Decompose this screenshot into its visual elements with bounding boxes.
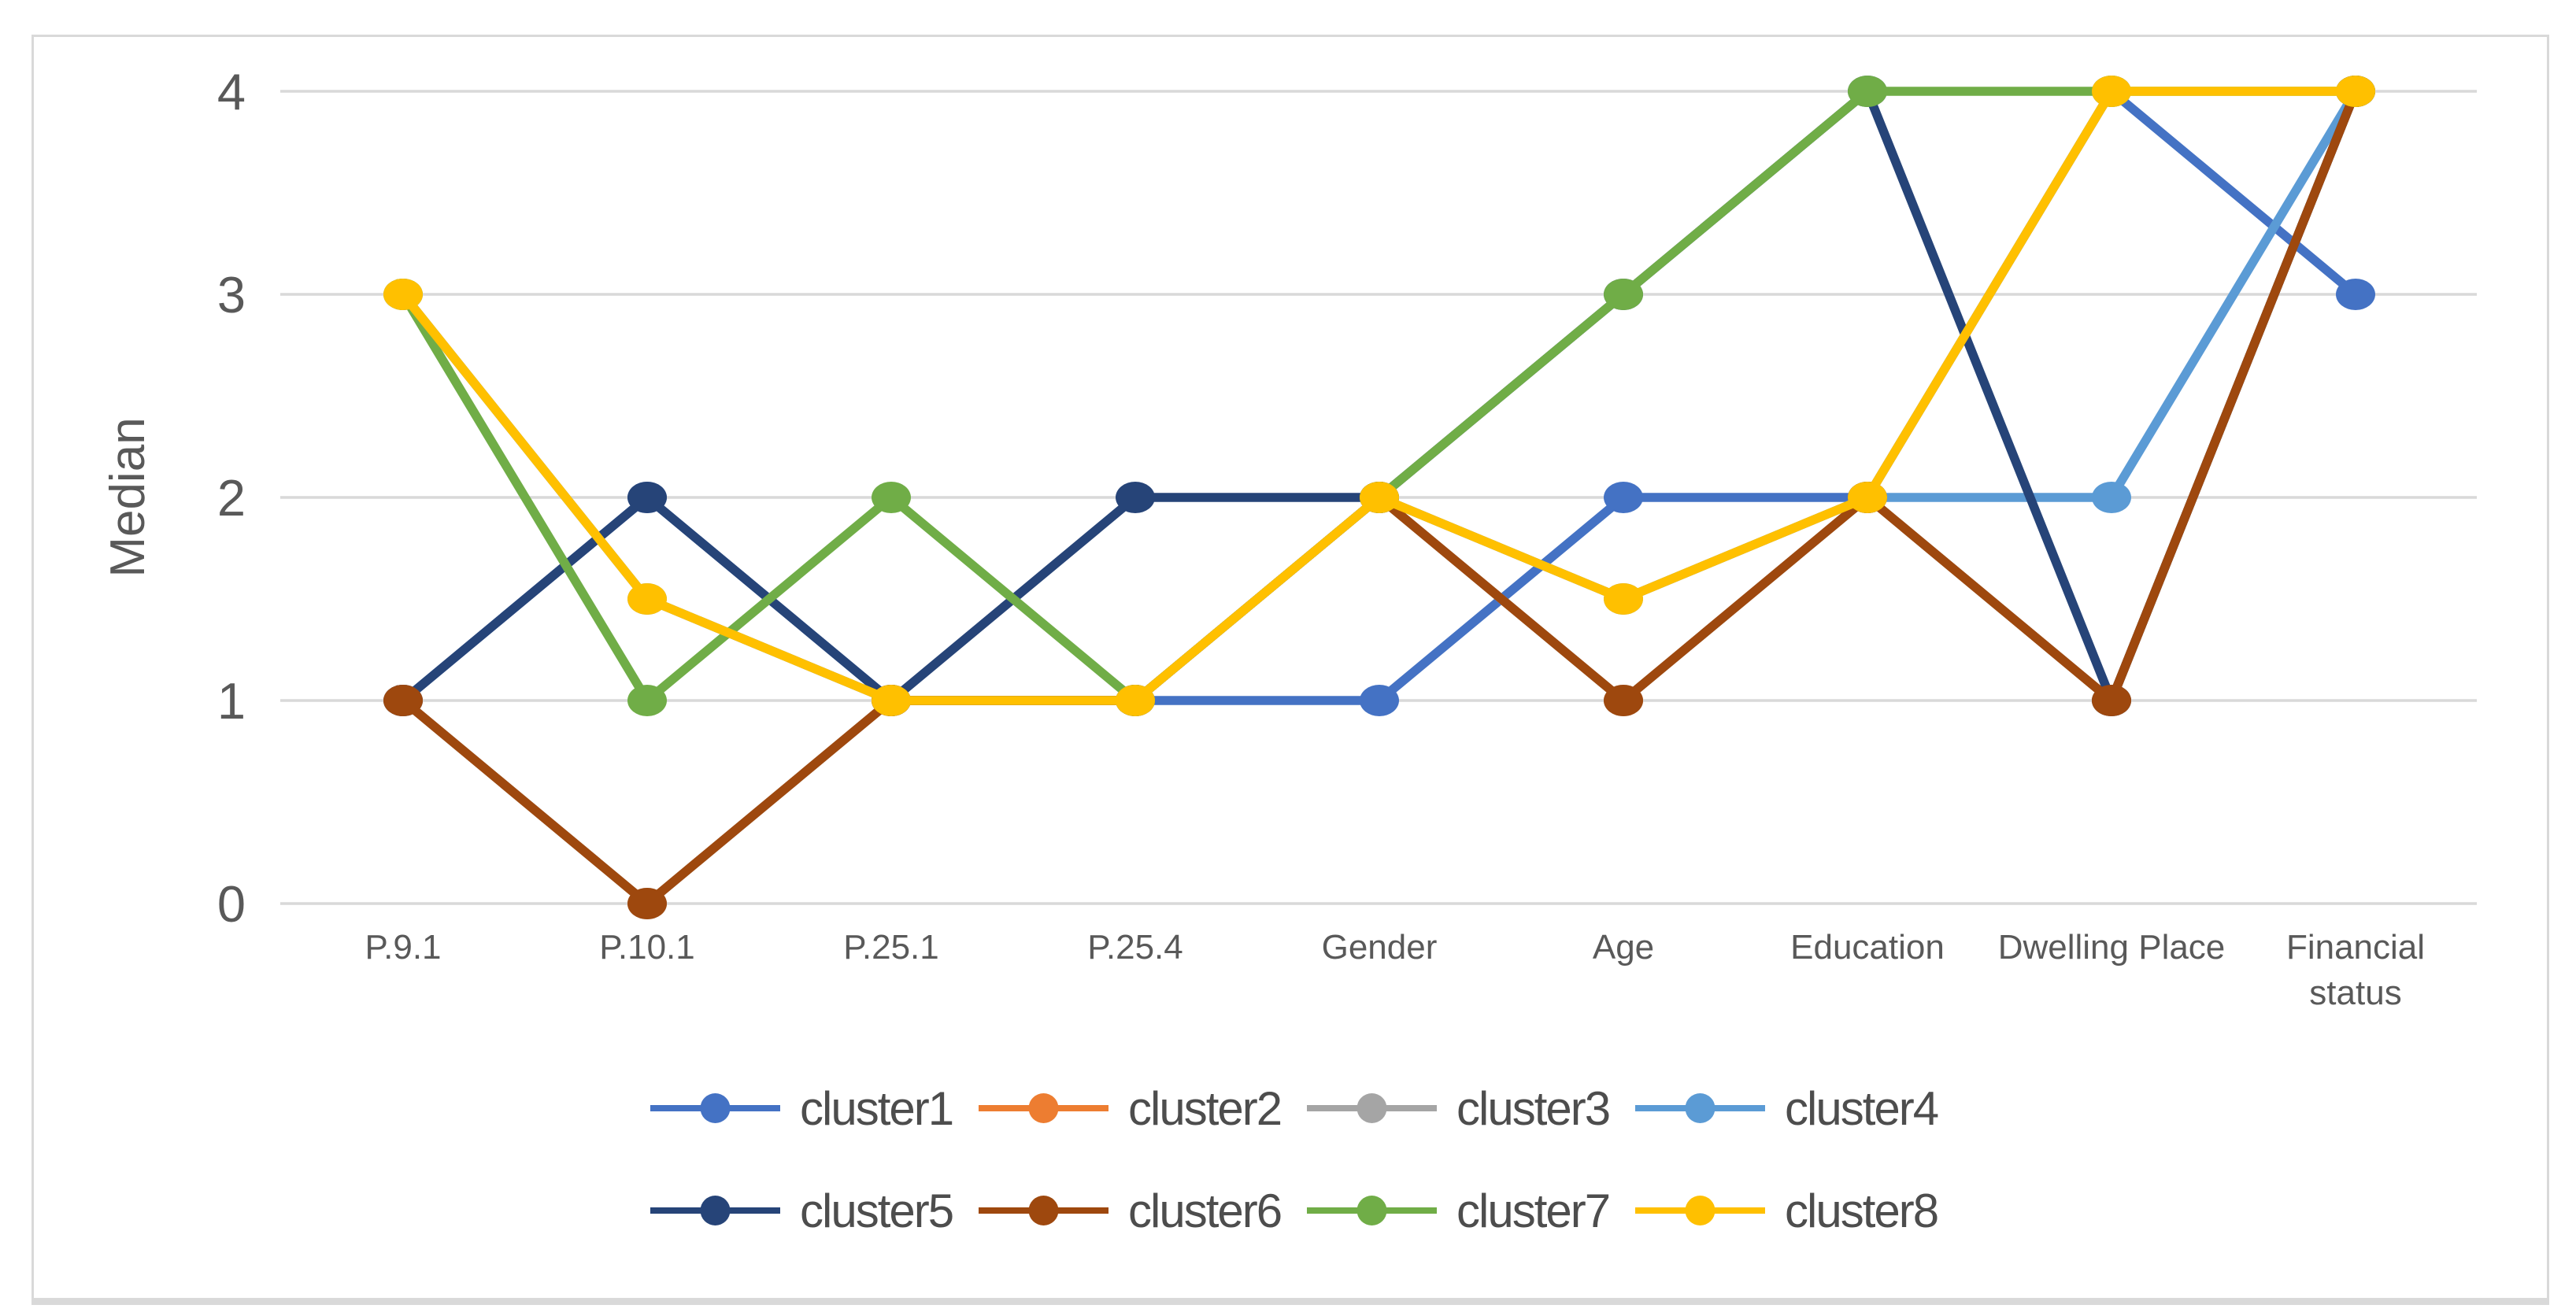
- legend-marker-cluster2: [1028, 1093, 1059, 1123]
- series-marker-cluster8: [627, 583, 667, 615]
- series-marker-cluster7: [627, 685, 667, 716]
- legend-marker-cluster8: [1685, 1196, 1715, 1225]
- x-category-label: Education: [1790, 928, 1945, 967]
- x-category-label: Dwelling Place: [1998, 928, 2226, 967]
- x-category-label: P.25.4: [1087, 928, 1183, 967]
- x-category-label: Financial: [2286, 928, 2425, 967]
- series-marker-cluster8: [1116, 685, 1155, 716]
- series-line-cluster8: [398, 87, 2360, 705]
- series-marker-cluster7: [1604, 279, 1643, 310]
- legend-marker-cluster1: [700, 1093, 731, 1123]
- y-tick-label: 1: [217, 672, 246, 730]
- x-category-label: P.25.1: [843, 928, 939, 967]
- legend-label-cluster4: cluster4: [1785, 1082, 1938, 1135]
- series-marker-cluster8: [383, 279, 423, 310]
- y-tick-label: 2: [217, 469, 246, 527]
- y-axis-title: Median: [101, 417, 155, 577]
- legend-label-cluster3: cluster3: [1456, 1082, 1609, 1135]
- x-category-label: P.10.1: [599, 928, 695, 967]
- series-marker-cluster4: [2092, 482, 2131, 513]
- series-line-cluster1: [398, 87, 2360, 705]
- chart-frame: [31, 35, 2549, 1305]
- series-marker-cluster1: [1604, 482, 1643, 513]
- legend-label-cluster6: cluster6: [1128, 1185, 1281, 1237]
- series-line-cluster4: [398, 87, 2360, 705]
- series-line-cluster5: [398, 87, 2360, 705]
- legend-label-cluster7: cluster7: [1456, 1185, 1609, 1237]
- series-marker-cluster8: [1604, 583, 1643, 615]
- y-tick-label: 4: [217, 63, 246, 120]
- legend-marker-cluster4: [1685, 1093, 1715, 1123]
- legend-marker-cluster3: [1356, 1093, 1387, 1123]
- y-tick-label: 3: [217, 266, 246, 323]
- legend-label-cluster2: cluster2: [1128, 1082, 1281, 1135]
- series-marker-cluster1: [2336, 279, 2375, 310]
- series-marker-cluster8: [2336, 76, 2375, 107]
- series-marker-cluster1: [1360, 685, 1399, 716]
- x-category-label: Gender: [1322, 928, 1438, 967]
- x-category-label: status: [2309, 974, 2401, 1012]
- series-marker-cluster6: [383, 685, 423, 716]
- y-tick-label: 0: [217, 875, 246, 933]
- legend-marker-cluster7: [1356, 1196, 1387, 1225]
- legend-marker-cluster5: [700, 1196, 731, 1225]
- legend-label-cluster8: cluster8: [1785, 1185, 1938, 1237]
- series-marker-cluster6: [2092, 685, 2131, 716]
- series-marker-cluster7: [872, 482, 911, 513]
- x-category-label: P.9.1: [365, 928, 441, 967]
- legend-label-cluster5: cluster5: [800, 1185, 953, 1237]
- series-marker-cluster8: [872, 685, 911, 716]
- series-marker-cluster6: [1604, 685, 1643, 716]
- series-marker-cluster8: [2092, 76, 2131, 107]
- legend-marker-cluster6: [1028, 1196, 1059, 1225]
- x-category-label: Age: [1593, 928, 1654, 967]
- legend-label-cluster1: cluster1: [800, 1082, 953, 1135]
- series-marker-cluster6: [627, 888, 667, 919]
- series-marker-cluster8: [1360, 482, 1399, 513]
- series-marker-cluster7: [1848, 76, 1887, 107]
- series-marker-cluster5: [1116, 482, 1155, 513]
- series-marker-cluster5: [627, 482, 667, 513]
- series-line-cluster7: [398, 87, 2360, 705]
- series-marker-cluster8: [1848, 482, 1887, 513]
